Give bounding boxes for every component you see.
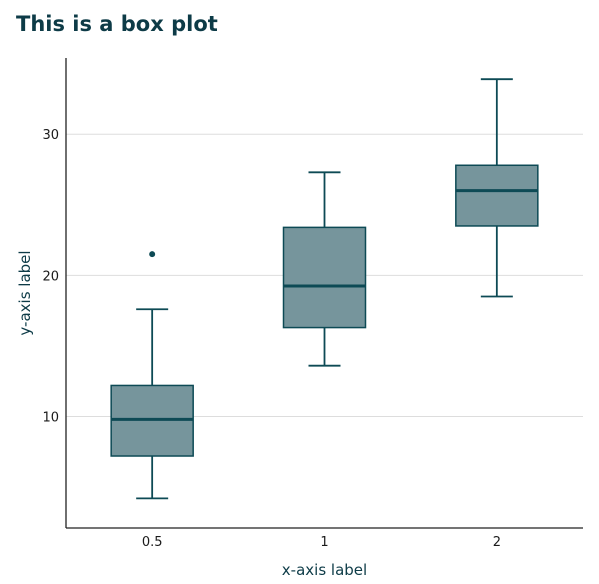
x-tick-label: 1 <box>320 535 328 550</box>
tick-labels: 10 20 30 0.5 1 2 <box>42 128 501 550</box>
x-axis-title: x-axis label <box>282 561 367 579</box>
x-tick-label: 2 <box>493 535 501 550</box>
boxes <box>111 79 538 498</box>
y-tick-label: 10 <box>42 410 59 425</box>
box-1 <box>284 172 366 365</box>
outlier-point <box>149 251 155 257</box>
box-2 <box>456 79 538 296</box>
iqr-box <box>456 165 538 226</box>
x-tick-label: 0.5 <box>142 535 163 550</box>
y-axis-title: y-axis label <box>16 250 34 335</box>
iqr-box <box>284 227 366 327</box>
y-tick-label: 20 <box>42 269 59 284</box>
box-0-5 <box>111 251 193 498</box>
y-tick-label: 30 <box>42 128 59 143</box>
